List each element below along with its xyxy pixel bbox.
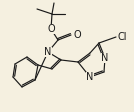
Text: N: N: [44, 47, 52, 57]
Text: O: O: [47, 24, 55, 34]
Text: N: N: [86, 72, 94, 82]
Text: N: N: [101, 53, 109, 63]
Text: O: O: [73, 30, 81, 40]
Text: Cl: Cl: [117, 32, 126, 42]
